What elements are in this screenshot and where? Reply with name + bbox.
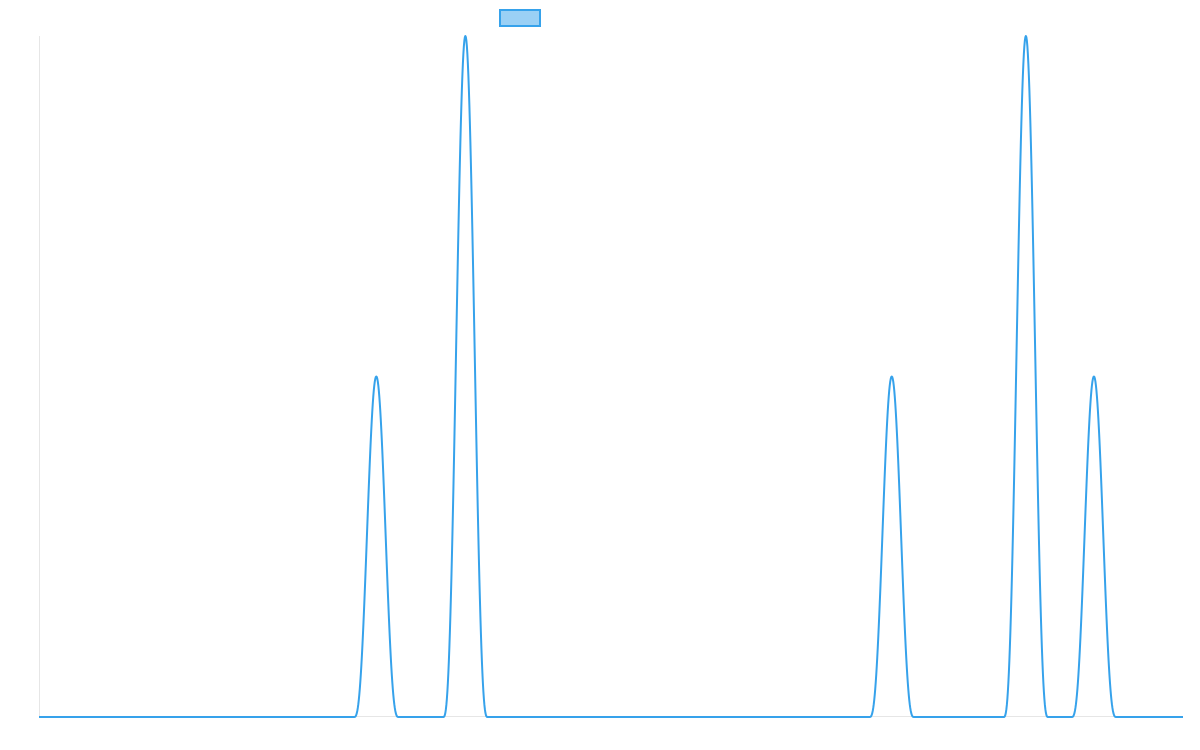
series-layer [38, 35, 1184, 718]
legend-swatch-series-1[interactable] [499, 9, 541, 27]
legend[interactable] [499, 9, 541, 27]
series-line-1 [38, 35, 1184, 718]
